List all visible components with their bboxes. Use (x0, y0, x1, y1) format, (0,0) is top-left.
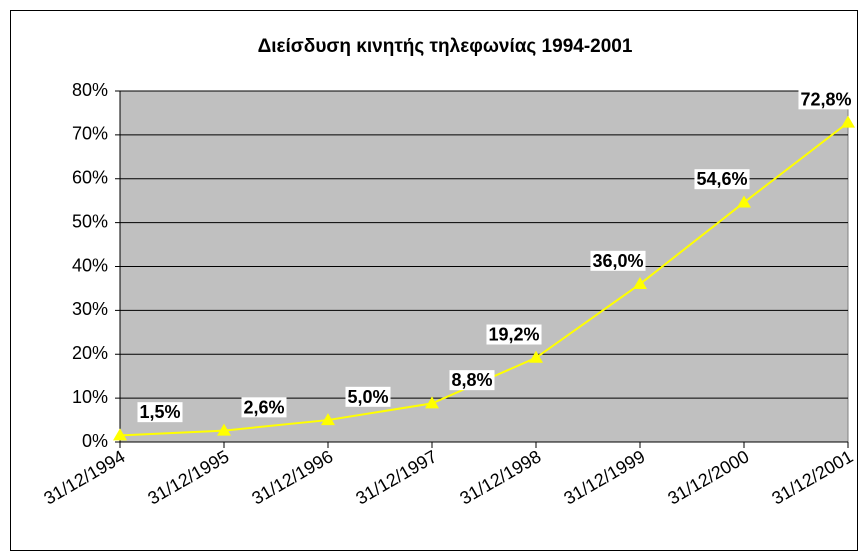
marker (425, 396, 439, 409)
y-tick-label: 10% (72, 387, 108, 407)
y-tick-label: 30% (72, 299, 108, 319)
value-label-bg (137, 402, 183, 423)
marker (841, 115, 855, 128)
value-label-group: 5,0% (345, 386, 391, 407)
value-label-bg (798, 89, 854, 110)
y-tick-label: 70% (72, 124, 108, 144)
y-tick-label: 60% (72, 168, 108, 188)
value-label-group: 36,0% (590, 250, 646, 271)
value-label-group: 2,6% (241, 397, 287, 418)
marker (321, 413, 335, 426)
marker (633, 277, 647, 290)
value-label: 36,0% (592, 251, 643, 271)
y-tick-label: 40% (72, 255, 108, 275)
y-tick-label: 0% (82, 431, 108, 451)
value-label-bg (486, 324, 542, 345)
value-label: 2,6% (243, 397, 284, 417)
marker (529, 350, 543, 363)
y-tick-label: 80% (72, 80, 108, 100)
value-label-bg (694, 169, 750, 190)
value-label-group: 72,8% (798, 89, 854, 110)
y-tick-label: 20% (72, 343, 108, 363)
marker (217, 423, 231, 436)
value-label-bg (345, 386, 391, 407)
value-label: 8,8% (451, 370, 492, 390)
value-label: 19,2% (488, 325, 539, 345)
value-label-group: 1,5% (137, 402, 183, 423)
value-label: 54,6% (696, 169, 747, 189)
value-label-bg (590, 250, 646, 271)
value-label: 72,8% (800, 89, 851, 109)
value-label-group: 8,8% (449, 370, 495, 391)
value-label-group: 19,2% (486, 324, 542, 345)
marker (113, 428, 127, 441)
value-label-group: 54,6% (694, 169, 750, 190)
chart-title: Διείσδυση κινητής τηλεφωνίας 1994-2001 (258, 36, 633, 57)
value-label: 5,0% (347, 387, 388, 407)
y-tick-label: 50% (72, 211, 108, 231)
value-label-bg (241, 397, 287, 418)
value-label-bg (449, 370, 495, 391)
value-label: 1,5% (139, 402, 180, 422)
marker (737, 195, 751, 208)
